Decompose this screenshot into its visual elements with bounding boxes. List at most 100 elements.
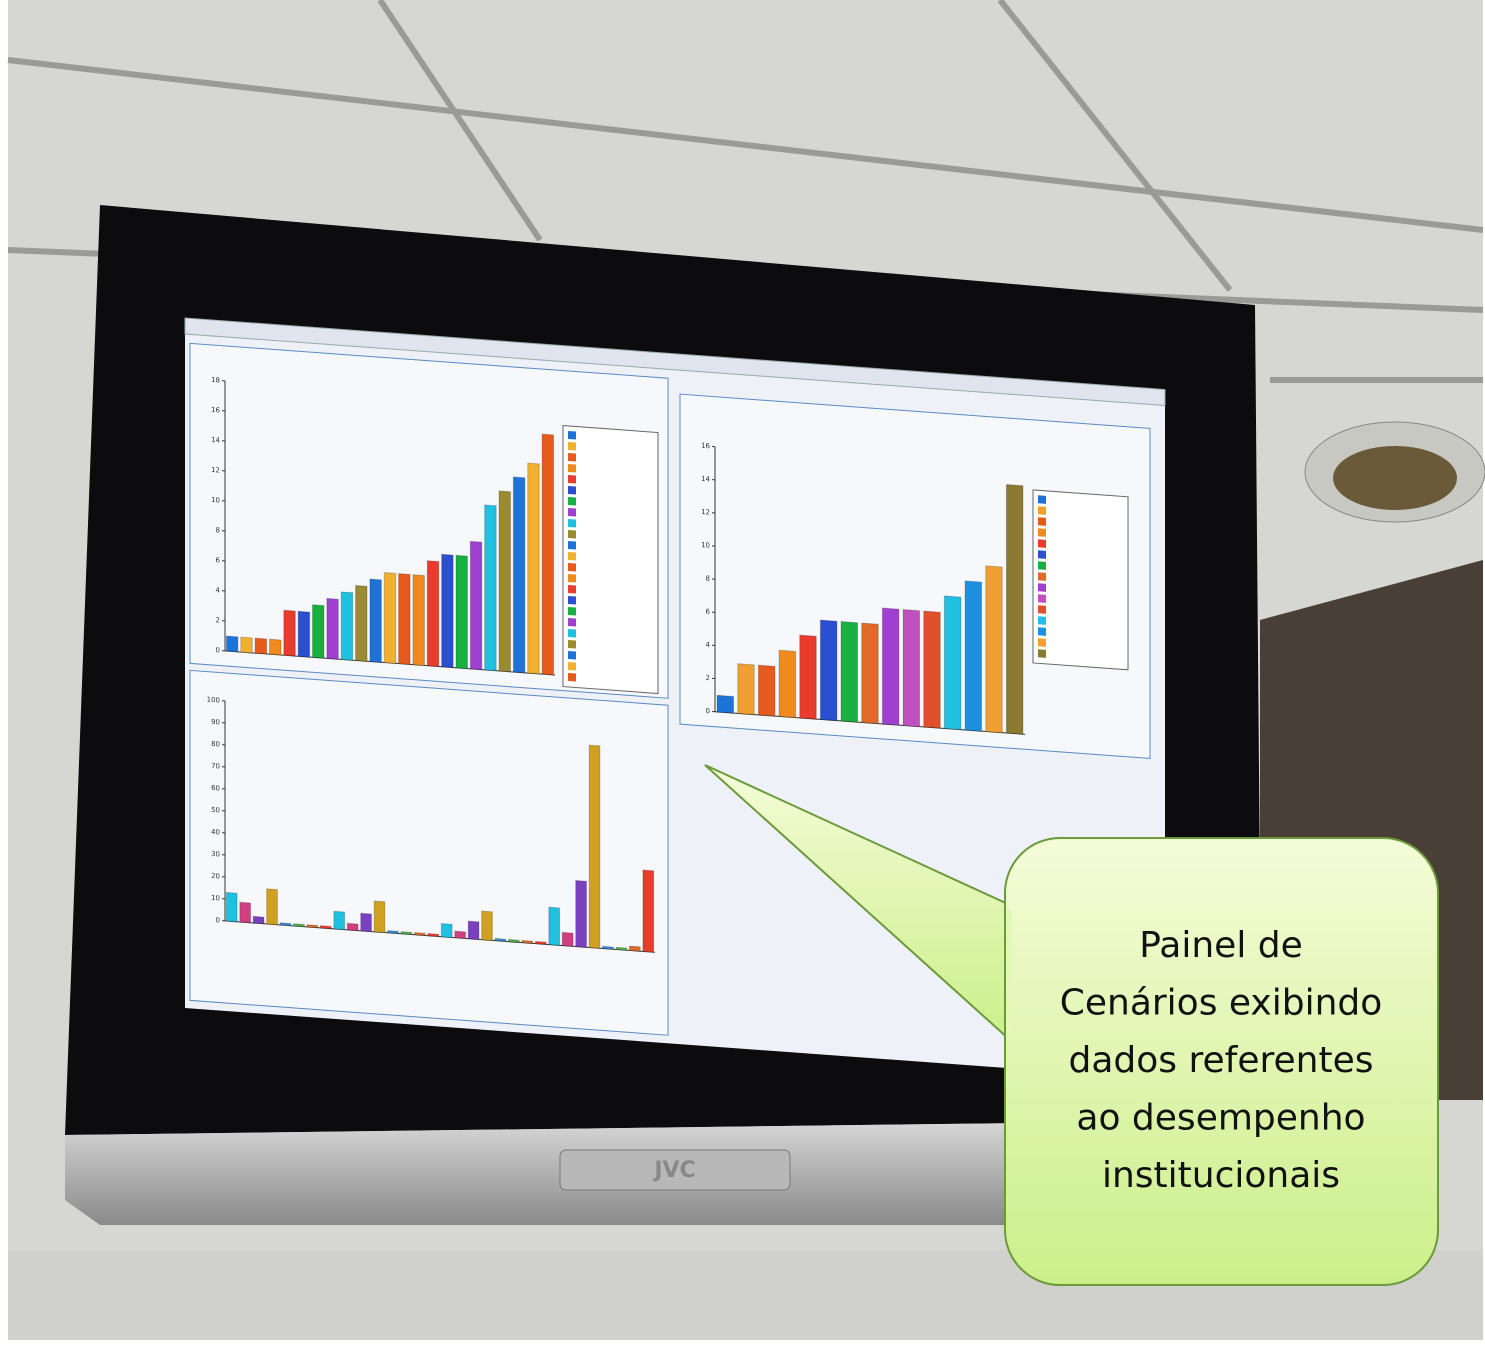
y-tick-label: 12	[211, 466, 220, 475]
bar	[468, 921, 479, 939]
bar	[384, 573, 395, 664]
callout-line: dados referentes	[1069, 1040, 1374, 1081]
legend-swatch	[1038, 583, 1046, 592]
legend-box	[1033, 490, 1128, 670]
y-tick-label: 20	[211, 872, 220, 881]
callout-line: ao desempenho	[1076, 1098, 1365, 1139]
bar	[862, 623, 879, 724]
legend-swatch	[568, 497, 576, 506]
bar	[320, 926, 331, 929]
y-tick-label: 10	[701, 541, 710, 550]
y-tick-label: 30	[211, 850, 220, 859]
legend-swatch	[568, 618, 576, 627]
bar	[253, 916, 264, 923]
y-tick-label: 2	[216, 616, 220, 624]
bar	[413, 575, 424, 666]
photo: JVC 024681012141618024681012141601020304…	[0, 0, 1485, 1346]
legend-swatch	[568, 519, 576, 528]
y-tick-label: 80	[211, 740, 220, 749]
bar	[267, 889, 278, 925]
bar	[370, 579, 381, 662]
bar	[456, 555, 467, 668]
legend-swatch	[568, 574, 576, 583]
legend-swatch	[568, 662, 576, 671]
bar	[241, 637, 252, 653]
legend-swatch	[568, 607, 576, 616]
y-tick-label: 14	[701, 475, 710, 484]
bar	[470, 541, 481, 669]
bar	[820, 620, 837, 721]
bar	[294, 924, 305, 927]
bar	[401, 932, 412, 935]
bar	[495, 938, 506, 941]
bar	[361, 913, 372, 931]
brand-logo: JVC	[652, 1158, 695, 1183]
y-tick-label: 40	[211, 828, 220, 837]
bar	[226, 636, 237, 652]
bar	[562, 932, 573, 946]
bar	[643, 870, 654, 952]
callout-line: Cenários exibindo	[1060, 983, 1383, 1024]
y-tick-label: 4	[216, 586, 221, 594]
bar	[280, 923, 291, 926]
callout-line: institucionais	[1102, 1155, 1340, 1196]
legend-swatch	[568, 508, 576, 517]
bar	[374, 901, 385, 933]
bar	[499, 491, 510, 672]
legend-swatch	[568, 541, 576, 550]
y-tick-label: 0	[216, 916, 220, 924]
bar	[576, 881, 587, 948]
lamp-inner	[1333, 446, 1457, 510]
legend-swatch	[568, 563, 576, 572]
legend-swatch	[1038, 616, 1046, 625]
legend-swatch	[1038, 605, 1046, 614]
bar	[269, 639, 280, 655]
bar	[944, 596, 961, 730]
legend-swatch	[568, 673, 576, 682]
legend-swatch	[568, 585, 576, 594]
callout-line: Painel de	[1139, 925, 1303, 966]
bar	[313, 605, 324, 658]
bar	[414, 933, 425, 936]
bar	[758, 665, 775, 716]
bar	[535, 941, 546, 944]
bar	[986, 566, 1003, 733]
y-tick-label: 8	[706, 575, 710, 583]
bar	[509, 939, 520, 942]
bar	[427, 561, 438, 667]
bar	[542, 434, 553, 675]
y-tick-label: 10	[211, 894, 220, 903]
bar	[965, 581, 982, 731]
bar	[284, 610, 295, 656]
legend-swatch	[568, 596, 576, 605]
legend-box	[563, 426, 658, 694]
legend-swatch	[568, 530, 576, 539]
y-tick-label: 60	[211, 784, 220, 793]
legend-swatch	[1038, 561, 1046, 570]
y-tick-label: 4	[706, 641, 711, 649]
bar	[924, 611, 941, 728]
y-tick-label: 2	[706, 674, 710, 682]
legend-swatch	[1038, 638, 1046, 647]
y-tick-label: 10	[211, 496, 220, 505]
bar	[800, 635, 817, 719]
bar	[307, 925, 318, 928]
y-tick-label: 18	[211, 376, 220, 385]
y-tick-label: 0	[216, 646, 220, 654]
bar	[528, 463, 539, 674]
y-tick-label: 6	[216, 556, 221, 564]
legend-swatch	[568, 629, 576, 638]
bar	[455, 931, 466, 938]
y-tick-label: 12	[701, 508, 710, 517]
bar	[327, 598, 338, 659]
y-tick-label: 50	[211, 806, 220, 815]
legend-swatch	[1038, 528, 1046, 537]
legend-swatch	[568, 552, 576, 561]
legend-swatch	[568, 464, 576, 473]
bar	[841, 622, 858, 723]
legend-swatch	[568, 475, 576, 484]
bar	[779, 650, 796, 717]
y-tick-label: 90	[211, 718, 220, 727]
legend-swatch	[1038, 550, 1046, 559]
bar	[240, 902, 251, 923]
